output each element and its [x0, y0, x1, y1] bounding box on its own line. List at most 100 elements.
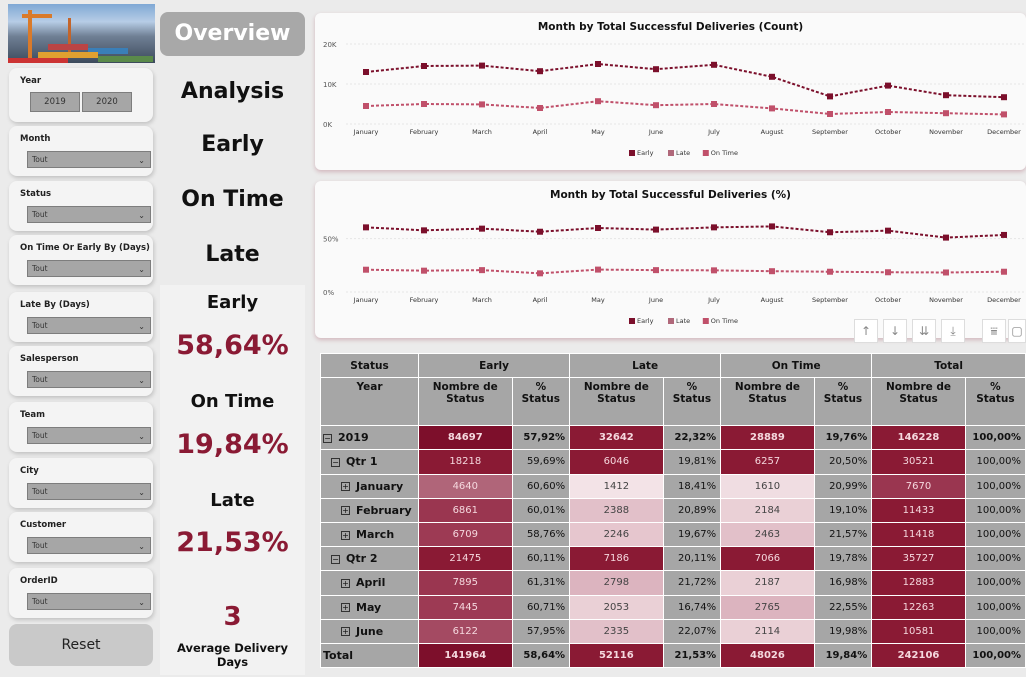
percent-column-header[interactable]: % Status — [511, 377, 571, 427]
percent-chart-title: Month by Total Successful Deliveries (%) — [550, 189, 791, 201]
expand-icon[interactable]: + — [341, 578, 350, 588]
row-label: June — [356, 624, 384, 638]
x-tick-label: June — [648, 128, 663, 136]
row-header-year[interactable]: Year — [320, 377, 419, 427]
collapse-icon[interactable]: − — [331, 554, 340, 564]
series-line-early — [365, 62, 1005, 99]
status-dropdown[interactable]: Tout ⌄ — [27, 206, 151, 223]
group-header-status[interactable]: Status — [320, 352, 419, 379]
year-filter-card: Year 2019 2020 — [9, 68, 153, 122]
percent-cell: 20,11% — [662, 546, 722, 572]
late-by-days-dropdown-value: Tout — [32, 321, 48, 330]
table-row[interactable]: Total 141964 58,64% 52116 21,53% 48026 19,84% 2… — [320, 642, 1026, 669]
month-dropdown[interactable]: Tout ⌄ — [27, 151, 151, 168]
count-column-header[interactable]: Nombre de Status — [871, 377, 966, 427]
team-dropdown[interactable]: Tout ⌄ — [27, 427, 151, 444]
row-header-cell: + January — [320, 473, 419, 499]
table-row[interactable]: + February 6861 60,01% 2388 20,89% 2184 19,10% 1… — [320, 497, 1026, 523]
expand-icon[interactable]: + — [341, 506, 350, 516]
late-by-days-dropdown[interactable]: Tout ⌄ — [27, 317, 151, 334]
table-row[interactable]: + June 6122 57,95% 2335 22,07% 2114 19,98% 10581… — [320, 618, 1026, 644]
arrow-up-icon[interactable]: ↑ — [854, 319, 878, 343]
percent-cell: 20,99% — [813, 473, 873, 499]
expand-icon[interactable]: + — [341, 627, 350, 637]
nav-on-time-button[interactable]: On Time — [160, 175, 305, 225]
city-dropdown[interactable]: Tout ⌄ — [27, 483, 151, 500]
table-row[interactable]: − Qtr 2 21475 60,11% 7186 20,11% 7066 19,78% 357… — [320, 546, 1026, 572]
year-option-2019[interactable]: 2019 — [30, 92, 80, 112]
expand-down-icon[interactable]: ⇊ — [912, 319, 936, 343]
focus-mode-icon[interactable]: ▢ — [1008, 319, 1026, 343]
series-line-early — [365, 225, 1005, 239]
nav-late-button[interactable]: Late — [160, 230, 305, 280]
count-cell: 2388 — [569, 497, 664, 523]
percent-column-header[interactable]: % Status — [662, 377, 722, 427]
nav-analysis-button[interactable]: Analysis — [160, 67, 305, 117]
expand-icon[interactable]: + — [341, 482, 350, 492]
month-filter-label: Month — [20, 134, 51, 144]
expand-icon[interactable]: + — [341, 530, 350, 540]
year-option-2020[interactable]: 2020 — [82, 92, 132, 112]
x-tick-label: June — [648, 296, 663, 304]
percent-cell: 19,67% — [662, 521, 722, 548]
data-point-on-time — [537, 270, 543, 277]
group-header-early[interactable]: Early — [417, 352, 571, 379]
kpi-ontime-label: On Time — [190, 391, 275, 412]
legend-swatch — [629, 318, 635, 324]
table-row[interactable]: + March 6709 58,76% 2246 19,67% 2463 21,57% 1141… — [320, 521, 1026, 548]
group-header-late[interactable]: Late — [569, 352, 722, 379]
percent-column-header[interactable]: % Status — [964, 377, 1026, 427]
row-label: Total — [323, 648, 354, 662]
row-label: January — [356, 479, 404, 493]
table-row[interactable]: + May 7445 60,71% 2053 16,74% 2765 22,55% 12263 1… — [320, 594, 1026, 620]
percent-cell: 60,60% — [511, 473, 571, 499]
nav-early-button[interactable]: Early — [160, 120, 305, 170]
percent-column-header[interactable]: % Status — [813, 377, 873, 427]
x-tick-label: March — [472, 296, 492, 304]
percent-cell: 19,10% — [813, 497, 873, 523]
city-dropdown-value: Tout — [32, 487, 48, 496]
percent-cell: 16,74% — [662, 594, 722, 620]
data-point-on-time — [421, 101, 427, 107]
count-cell: 7670 — [871, 473, 966, 499]
data-point-early — [943, 92, 949, 99]
drill-down-icon[interactable]: ⤓ — [941, 319, 965, 343]
count-cell: 2053 — [569, 594, 664, 620]
status-filter-label: Status — [20, 189, 52, 199]
data-point-early — [827, 229, 833, 236]
legend-swatch — [668, 318, 674, 324]
overview-button[interactable]: Overview — [160, 12, 305, 56]
expand-icon[interactable]: + — [341, 603, 350, 613]
legend-label: Early — [637, 317, 654, 325]
count-column-header[interactable]: Nombre de Status — [418, 377, 513, 427]
reset-button[interactable]: Reset — [9, 624, 153, 666]
data-point-on-time — [1001, 111, 1007, 118]
count-column-header[interactable]: Nombre de Status — [720, 377, 815, 427]
count-chart-title: Month by Total Successful Deliveries (Co… — [537, 21, 804, 33]
collapse-icon[interactable]: − — [331, 457, 340, 467]
orderid-dropdown[interactable]: Tout ⌄ — [27, 593, 151, 610]
on-time-or-early-by-days-dropdown[interactable]: Tout ⌄ — [27, 260, 151, 277]
data-point-on-time — [885, 269, 891, 276]
chevron-down-icon: ⌄ — [138, 432, 145, 441]
table-row[interactable]: −2019 84697 57,92% 32642 22,32% 28889 19,76% 14… — [320, 425, 1026, 451]
chevron-down-icon: ⌄ — [138, 598, 145, 607]
table-row[interactable]: + January 4640 60,60% 1412 18,41% 1610 20,99% 76… — [320, 473, 1026, 499]
team-filter-card: Team Tout ⌄ — [9, 402, 153, 452]
chevron-down-icon: ⌄ — [138, 488, 145, 497]
arrow-down-icon[interactable]: ↓ — [883, 319, 907, 343]
legend-label: On Time — [711, 317, 738, 325]
customer-dropdown[interactable]: Tout ⌄ — [27, 537, 151, 554]
filter-icon[interactable]: ⩸ — [982, 319, 1006, 343]
x-tick-label: February — [410, 128, 439, 136]
data-point-on-time — [711, 101, 717, 107]
group-header-total[interactable]: Total — [871, 352, 1026, 379]
group-header-on-time[interactable]: On Time — [720, 352, 873, 379]
data-point-on-time — [711, 267, 717, 274]
salesperson-dropdown[interactable]: Tout ⌄ — [27, 371, 151, 388]
count-column-header[interactable]: Nombre de Status — [569, 377, 664, 427]
collapse-icon[interactable]: − — [323, 433, 332, 443]
table-row[interactable]: + April 7895 61,31% 2798 21,72% 2187 16,98% 1288… — [320, 570, 1026, 596]
percent-cell: 19,78% — [813, 546, 873, 572]
table-row[interactable]: − Qtr 1 18218 59,69% 6046 19,81% 6257 20,50% 305… — [320, 449, 1026, 475]
